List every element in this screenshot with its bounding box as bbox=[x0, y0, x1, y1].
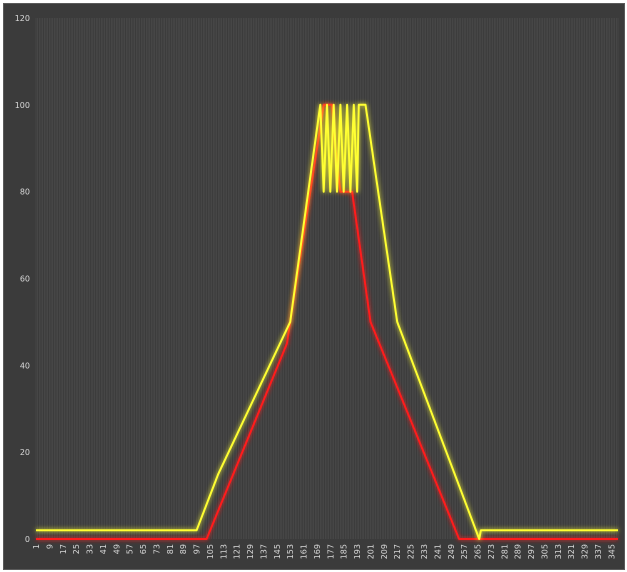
x-tick-label: 121 bbox=[233, 544, 242, 559]
x-tick-label: 1 bbox=[32, 544, 41, 549]
series-lines bbox=[36, 103, 618, 540]
x-tick-label: 113 bbox=[219, 544, 228, 559]
x-tick-label: 345 bbox=[607, 544, 616, 559]
x-tick-label: 233 bbox=[420, 544, 429, 559]
x-tick-label: 209 bbox=[380, 544, 389, 559]
gridlines bbox=[35, 18, 619, 539]
x-tick-label: 257 bbox=[460, 544, 469, 559]
y-tick-label: 100 bbox=[15, 101, 30, 110]
x-tick-label: 137 bbox=[259, 544, 268, 559]
y-tick-label: 40 bbox=[20, 361, 30, 370]
y-tick-label: 60 bbox=[20, 275, 30, 284]
x-axis-ticks: 1 9 17 25 33 41 49 57 65 73 81 89 97 105 113 121 129 137 1… bbox=[32, 544, 616, 559]
x-tick-label: 97 bbox=[193, 544, 202, 554]
x-tick-label: 145 bbox=[273, 544, 282, 559]
x-tick-label: 185 bbox=[340, 544, 349, 559]
x-tick-label: 73 bbox=[152, 544, 161, 554]
y-axis-ticks: 0 20 40 60 80 100 120 bbox=[15, 14, 30, 544]
x-tick-label: 25 bbox=[72, 544, 81, 554]
x-tick-label: 161 bbox=[300, 544, 309, 559]
x-tick-label: 305 bbox=[540, 544, 549, 559]
x-tick-label: 289 bbox=[514, 544, 523, 559]
x-tick-label: 337 bbox=[594, 544, 603, 559]
chart-area: 0 20 40 60 80 100 120 1 9 17 25 33 41 49 57 65 73 81 89 97… bbox=[3, 3, 625, 570]
x-tick-label: 297 bbox=[527, 544, 536, 559]
x-tick-label: 57 bbox=[126, 544, 135, 554]
x-tick-label: 33 bbox=[86, 544, 95, 554]
x-tick-label: 17 bbox=[59, 544, 68, 554]
x-tick-label: 329 bbox=[581, 544, 590, 559]
x-tick-label: 249 bbox=[447, 544, 456, 559]
x-tick-label: 153 bbox=[286, 544, 295, 559]
x-tick-label: 65 bbox=[139, 544, 148, 554]
x-tick-label: 105 bbox=[206, 544, 215, 559]
x-tick-label: 313 bbox=[554, 544, 563, 559]
x-tick-label: 169 bbox=[313, 544, 322, 559]
series-line-2 bbox=[36, 103, 618, 540]
x-tick-label: 81 bbox=[166, 544, 175, 554]
x-tick-label: 217 bbox=[393, 544, 402, 559]
x-tick-label: 321 bbox=[567, 544, 576, 559]
x-tick-label: 9 bbox=[45, 544, 54, 549]
x-tick-label: 89 bbox=[179, 544, 188, 554]
x-tick-label: 177 bbox=[326, 544, 335, 559]
y-tick-label: 80 bbox=[20, 188, 30, 197]
x-tick-label: 241 bbox=[433, 544, 442, 559]
y-tick-label: 120 bbox=[15, 14, 30, 23]
x-tick-label: 41 bbox=[99, 544, 108, 554]
x-tick-label: 49 bbox=[112, 544, 121, 554]
x-tick-label: 273 bbox=[487, 544, 496, 559]
x-tick-label: 225 bbox=[407, 544, 416, 559]
x-tick-label: 129 bbox=[246, 544, 255, 559]
y-tick-label: 20 bbox=[20, 448, 30, 457]
x-tick-label: 265 bbox=[474, 544, 483, 559]
y-tick-label: 0 bbox=[25, 535, 30, 544]
x-tick-label: 281 bbox=[500, 544, 509, 559]
x-tick-label: 193 bbox=[353, 544, 362, 559]
line-chart: 0 20 40 60 80 100 120 1 9 17 25 33 41 49 57 65 73 81 89 97… bbox=[15, 14, 619, 559]
x-tick-label: 201 bbox=[366, 544, 375, 559]
